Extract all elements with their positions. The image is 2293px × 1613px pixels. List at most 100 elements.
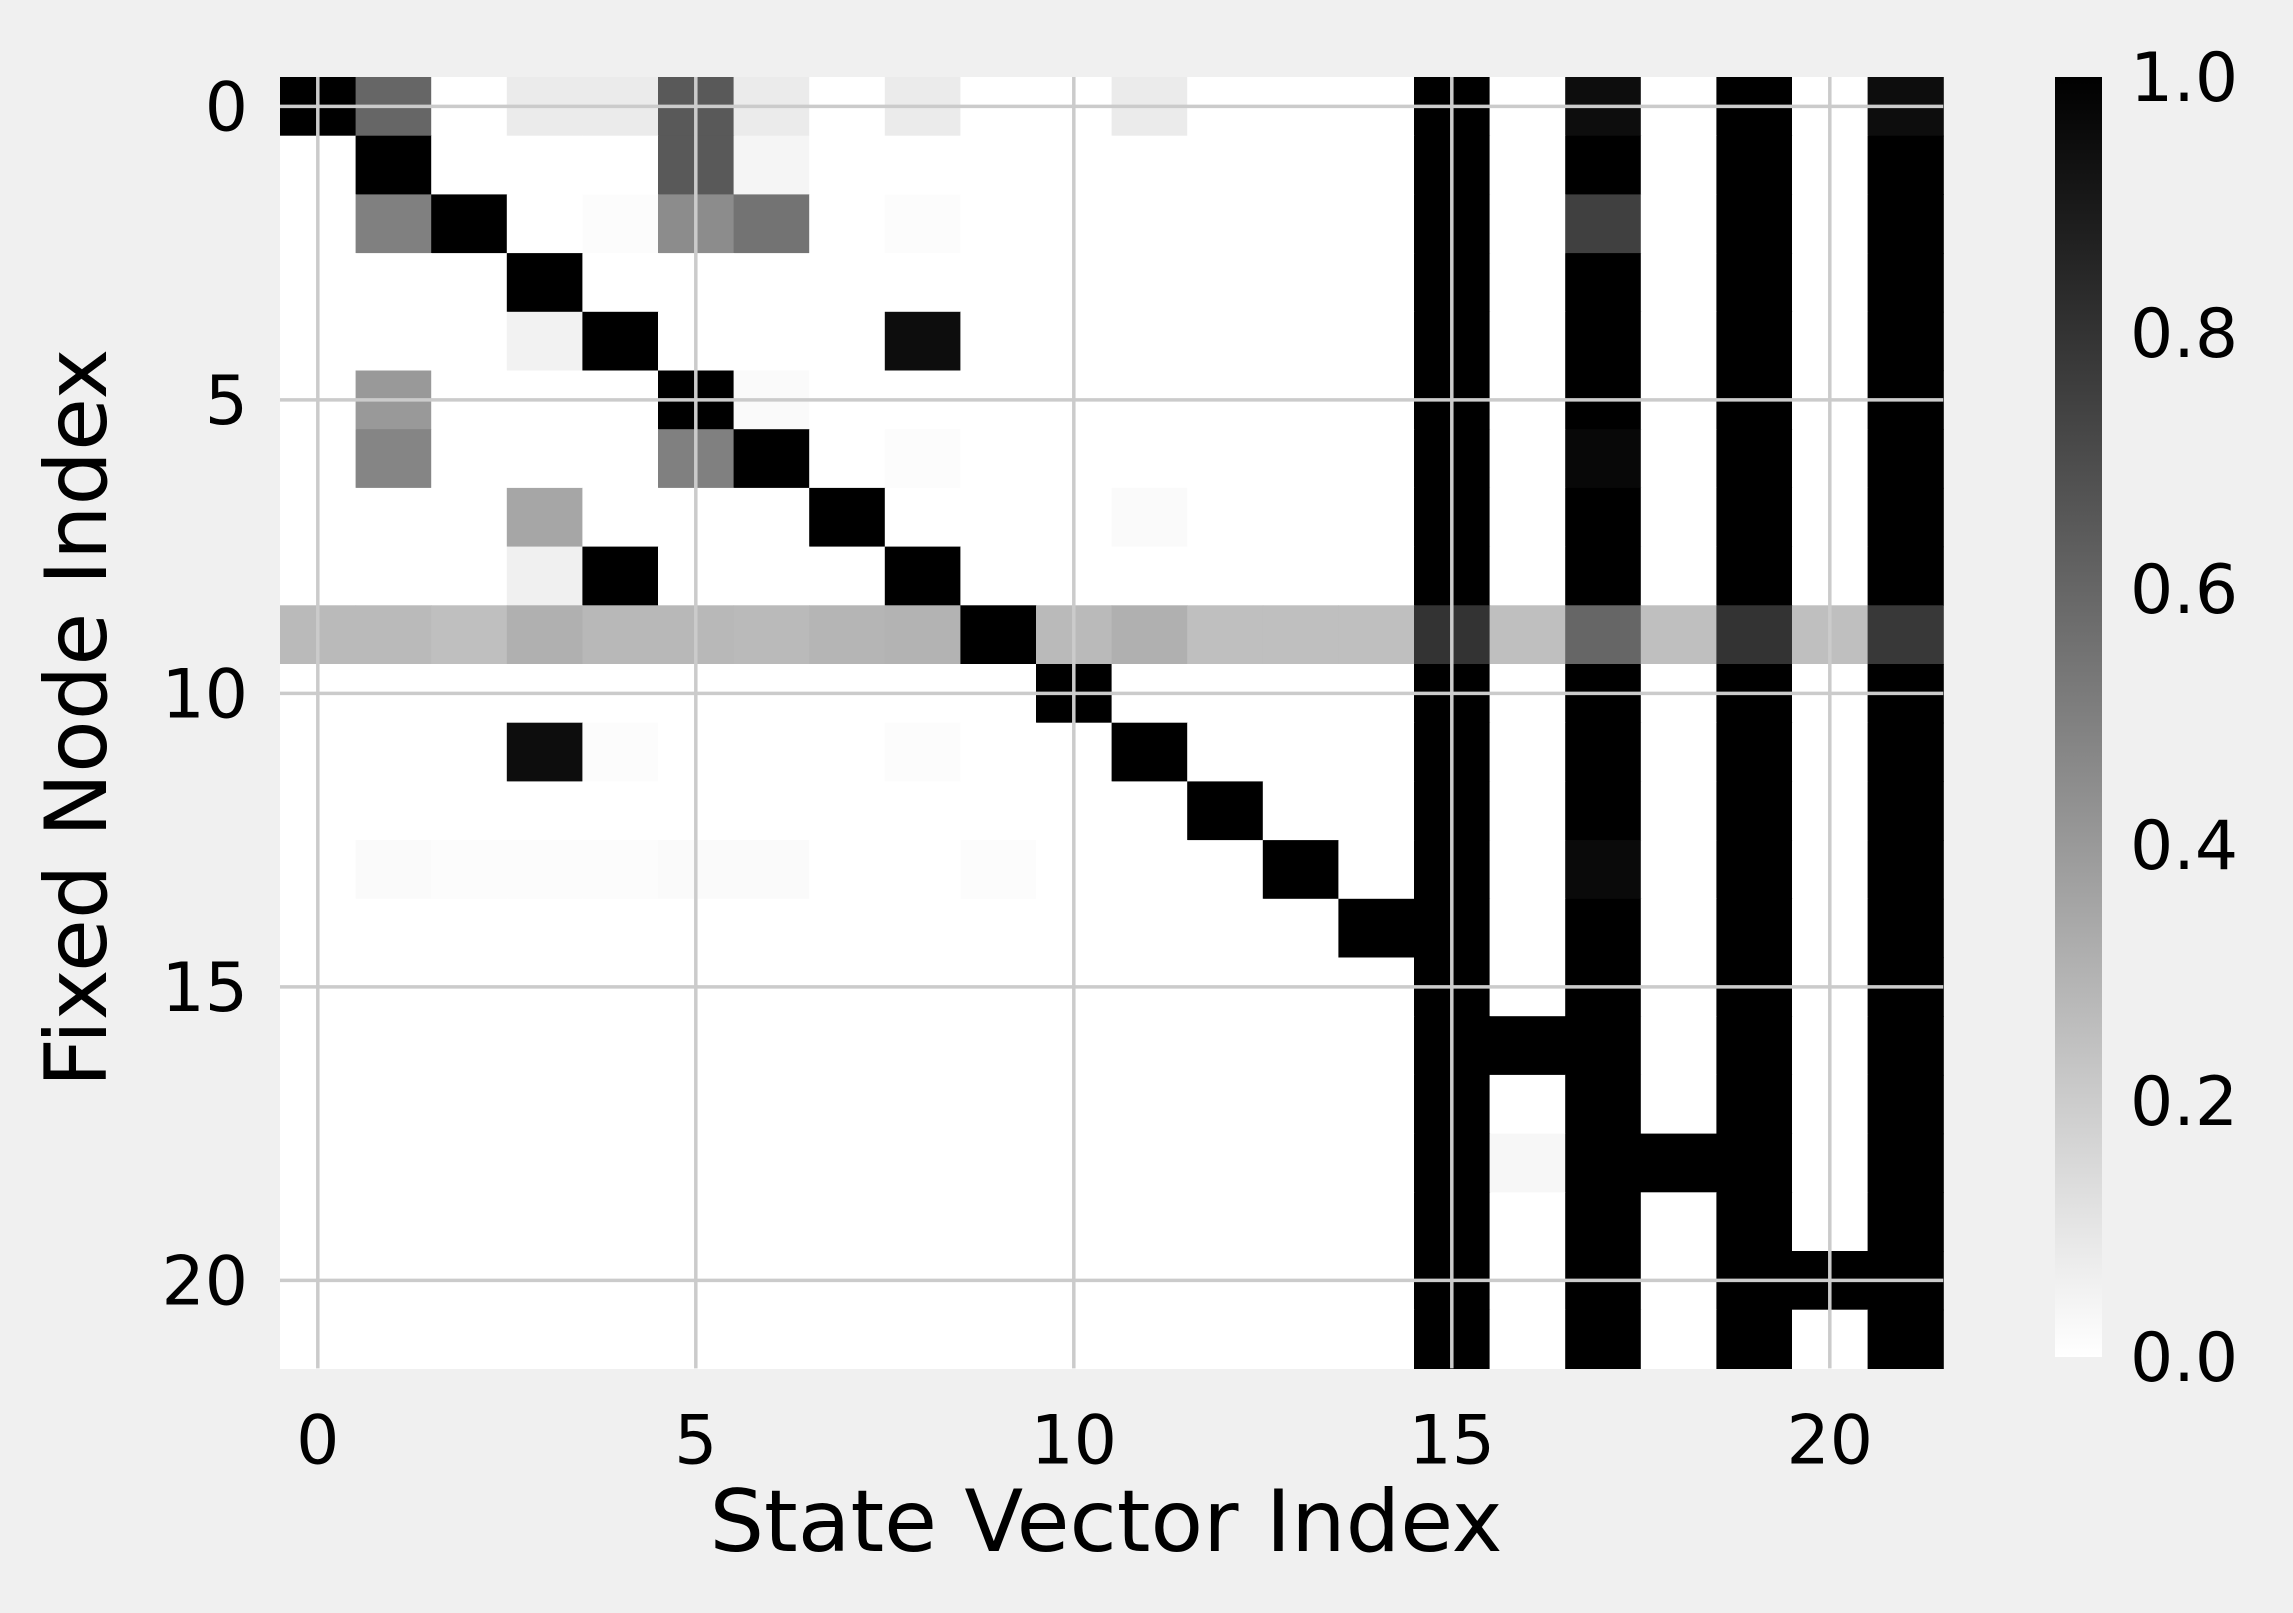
heatmap-cell <box>1640 605 1717 665</box>
heatmap-cell <box>960 487 1037 548</box>
heatmap-cell <box>809 135 886 195</box>
heatmap-cell <box>1565 487 1642 548</box>
heatmap-cell <box>1716 311 1793 372</box>
heatmap-cell <box>960 546 1037 606</box>
heatmap-cell <box>1187 1074 1264 1135</box>
heatmap-cell <box>582 1016 659 1076</box>
heatmap-cell <box>960 311 1037 372</box>
heatmap-cell <box>431 722 508 782</box>
heatmap-cell <box>1489 781 1566 841</box>
heatmap-cell <box>809 253 886 313</box>
heatmap-cell <box>1338 429 1415 489</box>
x-tick-label: 20 <box>1787 1401 1874 1480</box>
heatmap-cell <box>1262 487 1339 548</box>
heatmap-cell <box>1640 722 1717 782</box>
heatmap-cell <box>1187 605 1264 665</box>
heatmap-cell <box>960 194 1037 254</box>
heatmap-cell <box>1489 898 1566 959</box>
heatmap-cell <box>1489 135 1566 195</box>
colorbar-tick-label: 0.8 <box>2130 295 2238 374</box>
heatmap-cell <box>884 311 961 372</box>
heatmap-cell <box>960 605 1037 665</box>
heatmap-cell <box>1187 781 1264 841</box>
heatmap-cell <box>1111 605 1188 665</box>
heatmap-cell <box>582 898 659 959</box>
heatmap-cell <box>809 1309 886 1369</box>
heatmap-cell <box>506 1016 583 1076</box>
y-tick-labels: 0 5 10 15 20 <box>161 68 248 1321</box>
heatmap-cell <box>1338 840 1415 900</box>
heatmap-cell <box>1187 722 1264 782</box>
heatmap-cell <box>733 1192 810 1252</box>
heatmap-cell <box>582 605 659 665</box>
heatmap-cell <box>809 781 886 841</box>
heatmap-cell <box>506 429 583 489</box>
heatmap-cell <box>1111 1192 1188 1252</box>
heatmap-cell <box>1489 840 1566 900</box>
heatmap-cell <box>884 487 961 548</box>
heatmap-cell <box>355 194 432 254</box>
heatmap-cell <box>1716 1309 1793 1369</box>
heatmap-cell <box>1565 898 1642 959</box>
heatmap-cell <box>809 605 886 665</box>
heatmap-cell <box>506 253 583 313</box>
heatmap-cell <box>431 429 508 489</box>
heatmap-cell <box>1867 1016 1944 1076</box>
heatmap-cell <box>884 605 961 665</box>
heatmap-cell <box>733 840 810 900</box>
heatmap-cell <box>1111 546 1188 606</box>
y-axis-label: Fixed Node Index <box>27 349 127 1088</box>
heatmap-cell <box>431 898 508 959</box>
heatmap-cell <box>1640 1074 1717 1135</box>
heatmap-cell <box>506 1133 583 1193</box>
heatmap-cell <box>1716 840 1793 900</box>
heatmap-cell <box>809 487 886 548</box>
heatmap-cell <box>809 898 886 959</box>
heatmap-cell <box>1640 898 1717 959</box>
colorbar-tick-label: 1.0 <box>2130 39 2238 118</box>
x-tick-labels: 0 5 10 15 20 <box>296 1401 1873 1480</box>
heatmap-cell <box>1565 135 1642 195</box>
heatmap-cell <box>1338 311 1415 372</box>
heatmap-cell <box>884 840 961 900</box>
heatmap-cell <box>960 1074 1037 1135</box>
heatmap-cell <box>1111 1074 1188 1135</box>
heatmap-cell <box>733 487 810 548</box>
heatmap-cell <box>1716 1133 1793 1193</box>
heatmap-cell <box>884 781 961 841</box>
heatmap-cell <box>355 781 432 841</box>
heatmap-cell <box>1565 253 1642 313</box>
x-axis-label: State Vector Index <box>709 1472 1502 1572</box>
heatmap-cell <box>506 1074 583 1135</box>
heatmap-cell <box>884 898 961 959</box>
heatmap-cell <box>1111 487 1188 548</box>
y-tick-label: 5 <box>205 362 248 441</box>
heatmap-cell <box>1565 605 1642 665</box>
heatmap-cell <box>960 781 1037 841</box>
heatmap-cell <box>1187 898 1264 959</box>
heatmap-cell <box>1262 311 1339 372</box>
heatmap-cell <box>1716 605 1793 665</box>
heatmap-cell <box>1338 253 1415 313</box>
heatmap-cell <box>431 194 508 254</box>
heatmap-cell <box>884 135 961 195</box>
heatmap-cell <box>1187 1016 1264 1076</box>
heatmap-cell <box>960 840 1037 900</box>
heatmap-cell <box>884 1016 961 1076</box>
heatmap-cell <box>733 194 810 254</box>
heatmap-cell <box>1716 194 1793 254</box>
heatmap-cell <box>809 1016 886 1076</box>
heatmap-cell <box>1640 840 1717 900</box>
heatmap-cell <box>1565 546 1642 606</box>
heatmap-cell <box>1262 1192 1339 1252</box>
heatmap-cell <box>1338 194 1415 254</box>
y-tick-label: 10 <box>161 655 248 734</box>
heatmap-cell <box>506 898 583 959</box>
heatmap-cell <box>1489 487 1566 548</box>
heatmap-cell <box>355 898 432 959</box>
heatmap-cell <box>355 546 432 606</box>
heatmap-cell <box>1111 781 1188 841</box>
colorbar-tick-labels: 0.0 0.2 0.4 0.6 0.8 1.0 <box>2130 39 2238 1398</box>
heatmap-cell <box>1187 429 1264 489</box>
heatmap-cell <box>1867 1192 1944 1252</box>
